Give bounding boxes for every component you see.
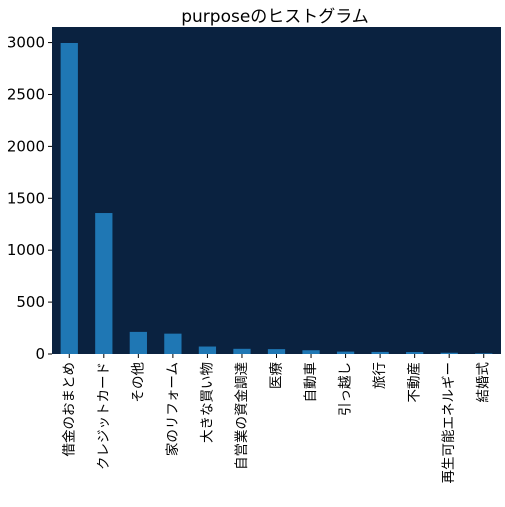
x-tick-label-4: 大きな買い物 [199, 362, 215, 443]
x-axis: 借金のおまとめ クレジットカード その他 家のリフォーム 大きな買い物 自営業の資金調達 医… [61, 354, 492, 484]
x-tick-label-11: 再生可能エネルギー [441, 362, 457, 484]
bar-2 [129, 331, 147, 354]
x-tick-label-3: 家のリフォーム [164, 362, 181, 456]
bar-12 [475, 353, 493, 354]
bar-11 [440, 352, 458, 354]
y-tick-label-0: 0 [35, 345, 45, 363]
x-tick-label-0: 借金のおまとめ [61, 362, 77, 457]
bar-9 [371, 351, 389, 354]
y-tick-label-1: 500 [16, 293, 45, 311]
y-tick-label-6: 3000 [7, 34, 45, 52]
x-tick-label-9: 旅行 [372, 362, 388, 389]
bar-8 [336, 351, 355, 354]
x-tick-label-6: 医療 [268, 362, 285, 389]
chart-title: purposeのヒストグラム [181, 7, 369, 27]
bar-6 [267, 349, 286, 354]
bar-10 [406, 352, 424, 354]
bar-3 [164, 333, 182, 354]
bars-group [60, 42, 493, 355]
x-tick-label-8: 引っ越し [338, 362, 354, 416]
x-tick-label-5: 自営業の資金調達 [234, 362, 250, 470]
y-axis: 0 500 1000 1500 2000 2500 3000 [7, 34, 52, 363]
plot-area [52, 27, 501, 354]
x-tick-label-10: 不動産 [407, 362, 423, 403]
y-tick-label-2: 1000 [7, 241, 45, 259]
bar-5 [233, 348, 251, 354]
bar-4 [198, 346, 217, 354]
y-tick-label-5: 2500 [7, 85, 45, 103]
bar-0 [60, 42, 78, 355]
x-tick-label-12: 結婚式 [476, 362, 492, 403]
x-tick-label-1: クレジットカード [96, 362, 112, 470]
y-tick-label-4: 2000 [7, 137, 45, 155]
bar-7 [302, 350, 320, 354]
x-tick-label-7: 自動車 [303, 362, 319, 403]
x-tick-label-2: その他 [130, 362, 146, 403]
y-tick-label-3: 1500 [7, 189, 45, 207]
bar-1 [95, 213, 113, 354]
